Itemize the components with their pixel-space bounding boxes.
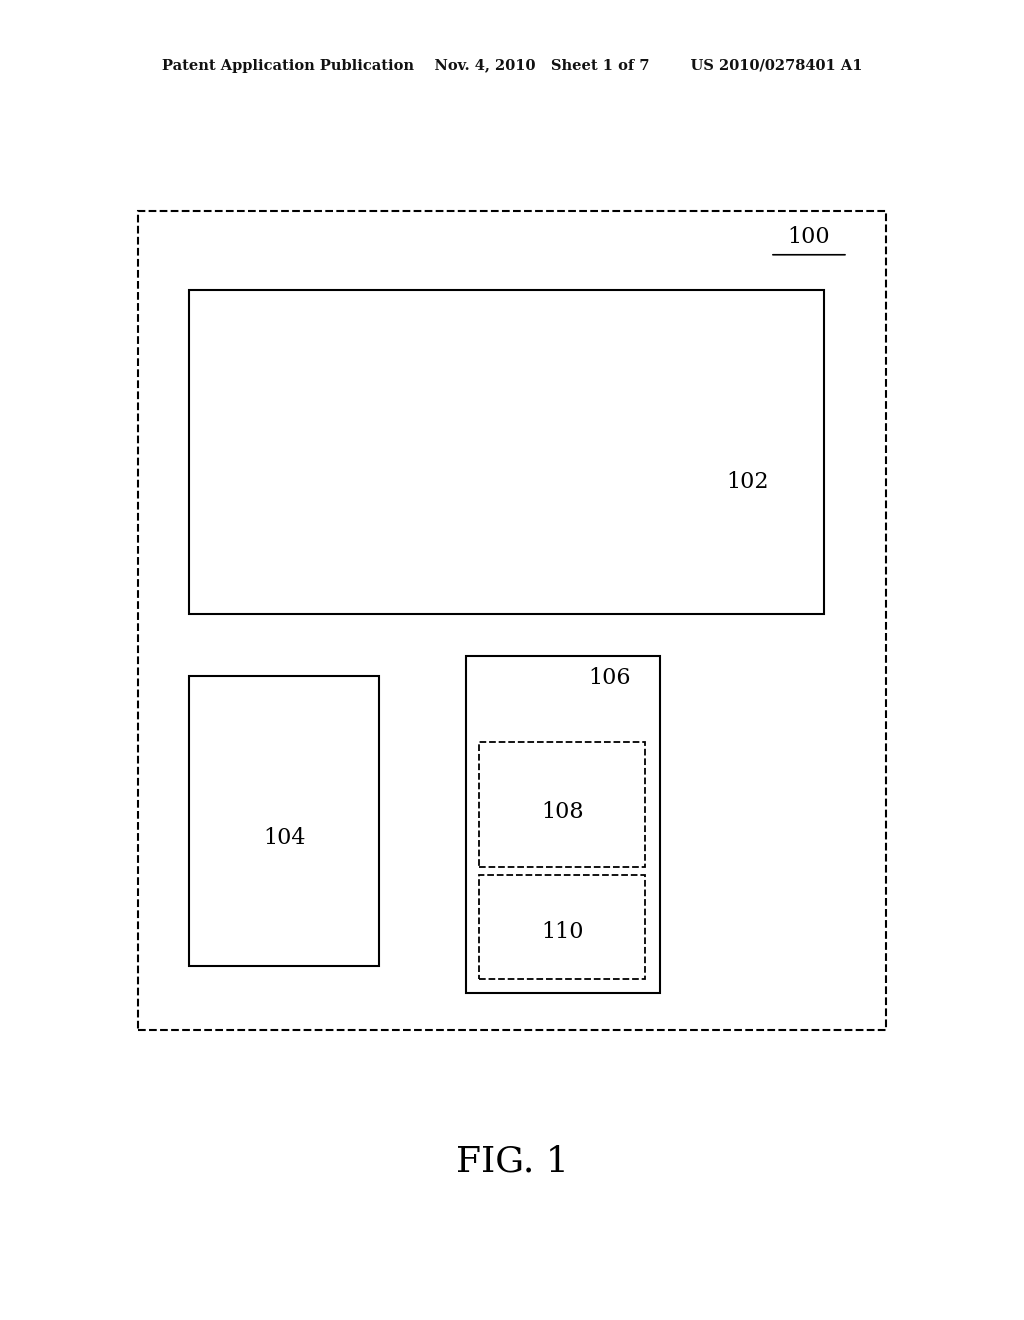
- Text: Patent Application Publication    Nov. 4, 2010   Sheet 1 of 7        US 2010/027: Patent Application Publication Nov. 4, 2…: [162, 59, 862, 74]
- Bar: [189, 290, 824, 614]
- Bar: [189, 676, 379, 966]
- Text: 100: 100: [787, 226, 830, 248]
- Text: 104: 104: [263, 828, 306, 849]
- Text: 102: 102: [726, 471, 769, 492]
- Text: 108: 108: [541, 801, 584, 822]
- Text: FIG. 1: FIG. 1: [456, 1144, 568, 1179]
- Bar: [138, 211, 886, 1030]
- Bar: [466, 656, 660, 993]
- Bar: [479, 742, 645, 867]
- Bar: [479, 875, 645, 979]
- Text: 106: 106: [588, 667, 631, 689]
- Text: 110: 110: [541, 921, 584, 942]
